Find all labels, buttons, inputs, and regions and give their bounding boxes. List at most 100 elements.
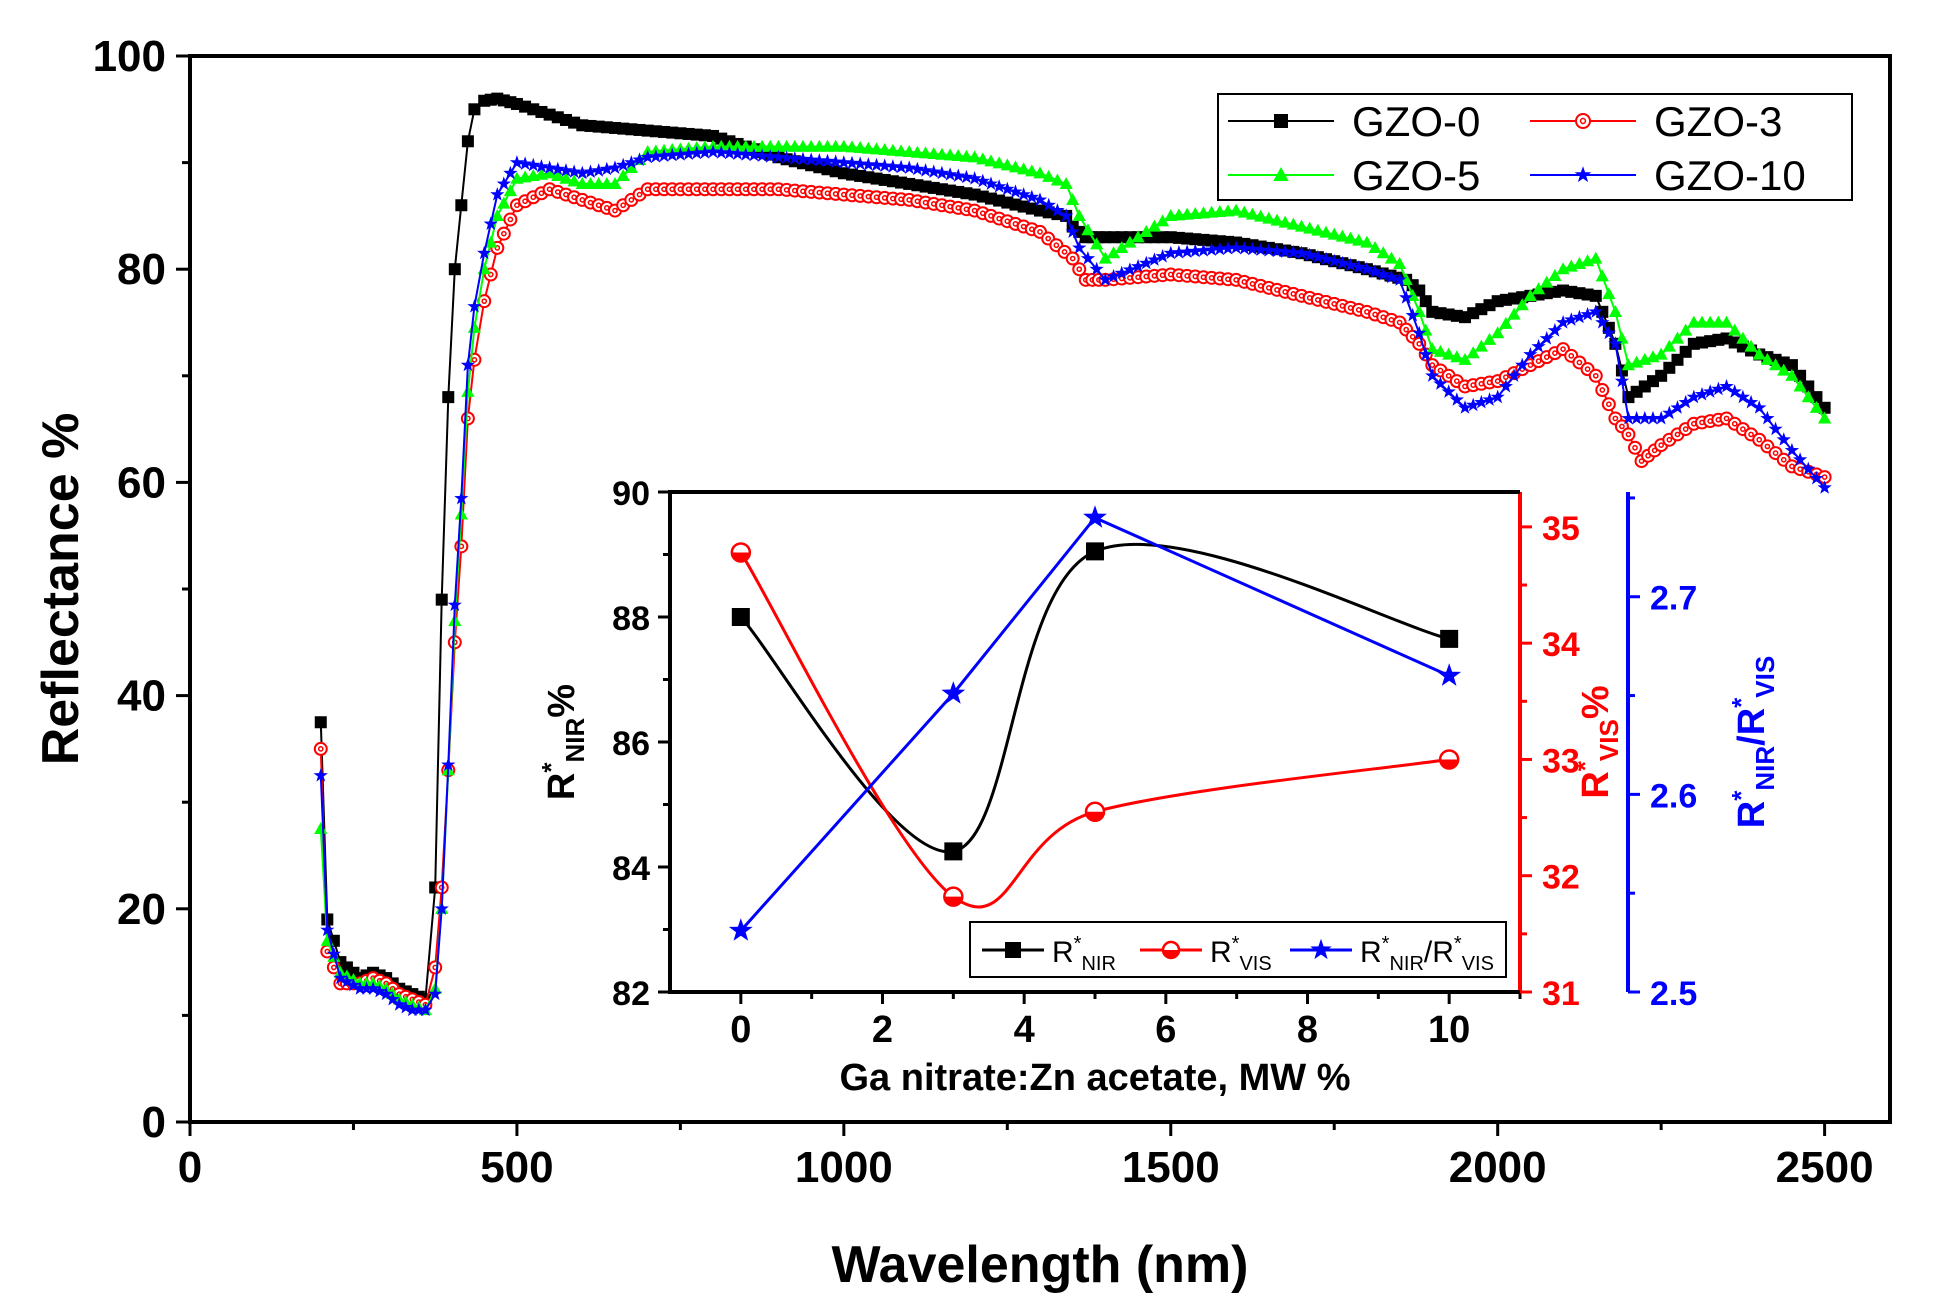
data-point <box>1760 352 1775 365</box>
data-point <box>943 167 958 181</box>
inset-red-tick-label: 34 <box>1542 626 1580 664</box>
data-point <box>1678 394 1693 409</box>
data-point <box>1621 427 1636 442</box>
data-point <box>1253 242 1268 256</box>
data-point <box>313 768 328 782</box>
inset-left-tick-label: 84 <box>612 850 650 888</box>
data-point <box>1106 246 1121 259</box>
data-point <box>1327 253 1342 268</box>
data-point <box>1555 315 1571 329</box>
data-point <box>836 155 851 169</box>
data-point <box>313 741 328 756</box>
data-point <box>1449 392 1464 406</box>
data-point <box>379 986 394 1001</box>
data-point <box>1735 389 1750 404</box>
data-point <box>853 141 867 154</box>
legend-marker <box>1574 166 1592 183</box>
data-point <box>1139 224 1153 237</box>
legend-item-gzo-3: GZO-3 <box>1530 98 1782 145</box>
data-point <box>1278 244 1293 258</box>
data-point <box>1360 235 1374 248</box>
data-point <box>607 160 623 174</box>
data-point <box>1752 400 1767 414</box>
data-point <box>1595 269 1609 282</box>
data-point <box>352 981 368 995</box>
data-point <box>1645 410 1661 425</box>
data-point <box>542 160 557 174</box>
data-point <box>1818 411 1832 424</box>
data-point <box>1180 244 1195 258</box>
inset-series-rnir <box>731 542 1459 861</box>
data-point <box>1303 221 1317 234</box>
data-point <box>1286 245 1301 259</box>
data-point <box>1539 331 1554 345</box>
data-point <box>1368 264 1383 278</box>
inset-left-tick-label: 90 <box>612 475 650 513</box>
data-point <box>346 977 361 992</box>
data-point <box>1588 368 1603 383</box>
data-point <box>804 152 819 166</box>
inset-x-tick-label: 8 <box>1297 1009 1318 1051</box>
data-point <box>1080 251 1096 265</box>
data-point <box>558 163 574 177</box>
inset-series <box>728 505 1462 941</box>
data-point <box>1547 323 1562 337</box>
data-point <box>551 169 565 182</box>
x-tick-label: 500 <box>480 1143 553 1192</box>
data-point <box>1188 243 1203 258</box>
y-tick-label: 40 <box>117 672 166 721</box>
data-point <box>1801 461 1816 476</box>
data-point <box>1515 298 1529 311</box>
data-point <box>1033 166 1047 179</box>
inset-red-tick-label: 32 <box>1542 859 1580 897</box>
data-point <box>418 1002 433 1017</box>
data-point <box>1491 326 1505 339</box>
data-point <box>1024 189 1039 204</box>
data-point <box>1220 241 1236 255</box>
data-point <box>1294 245 1309 260</box>
data-point <box>447 597 462 612</box>
data-point <box>543 166 557 179</box>
data-point <box>1245 241 1260 256</box>
data-point <box>1629 410 1644 425</box>
data-point <box>496 176 511 190</box>
inset-data-point <box>944 842 963 861</box>
data-point <box>967 171 982 185</box>
data-point <box>673 147 688 161</box>
data-point <box>795 151 811 166</box>
data-point <box>392 997 407 1011</box>
inset-data-point <box>1086 542 1104 561</box>
data-point <box>1155 214 1170 227</box>
data-point <box>730 146 745 160</box>
data-point <box>1523 347 1538 361</box>
data-point <box>1065 251 1080 266</box>
data-point <box>1482 392 1497 406</box>
data-point <box>894 144 908 157</box>
data-point <box>1548 268 1562 281</box>
data-point <box>1595 383 1610 398</box>
data-point <box>1450 350 1464 363</box>
data-point <box>1490 389 1505 404</box>
data-point <box>1376 246 1390 259</box>
data-point <box>828 154 843 168</box>
inset-x-tick-label: 0 <box>730 1009 751 1051</box>
inset-legend-marker <box>1005 942 1021 958</box>
data-point <box>1499 316 1513 329</box>
inset-background <box>670 492 1520 992</box>
legend-label: GZO-0 <box>1352 98 1480 145</box>
data-point <box>583 164 598 178</box>
data-point <box>714 145 729 159</box>
inset-data-point <box>731 608 750 626</box>
legend-label: GZO-10 <box>1654 152 1806 199</box>
data-point <box>1368 240 1382 253</box>
data-point <box>467 299 482 313</box>
data-point <box>477 245 492 260</box>
data-point <box>1621 410 1636 425</box>
data-point <box>1072 209 1086 221</box>
data-point <box>1237 205 1251 218</box>
data-point <box>1768 358 1783 371</box>
data-point <box>1596 305 1609 318</box>
data-point <box>1760 410 1775 425</box>
main-series <box>313 92 1832 1017</box>
data-point <box>869 142 884 155</box>
